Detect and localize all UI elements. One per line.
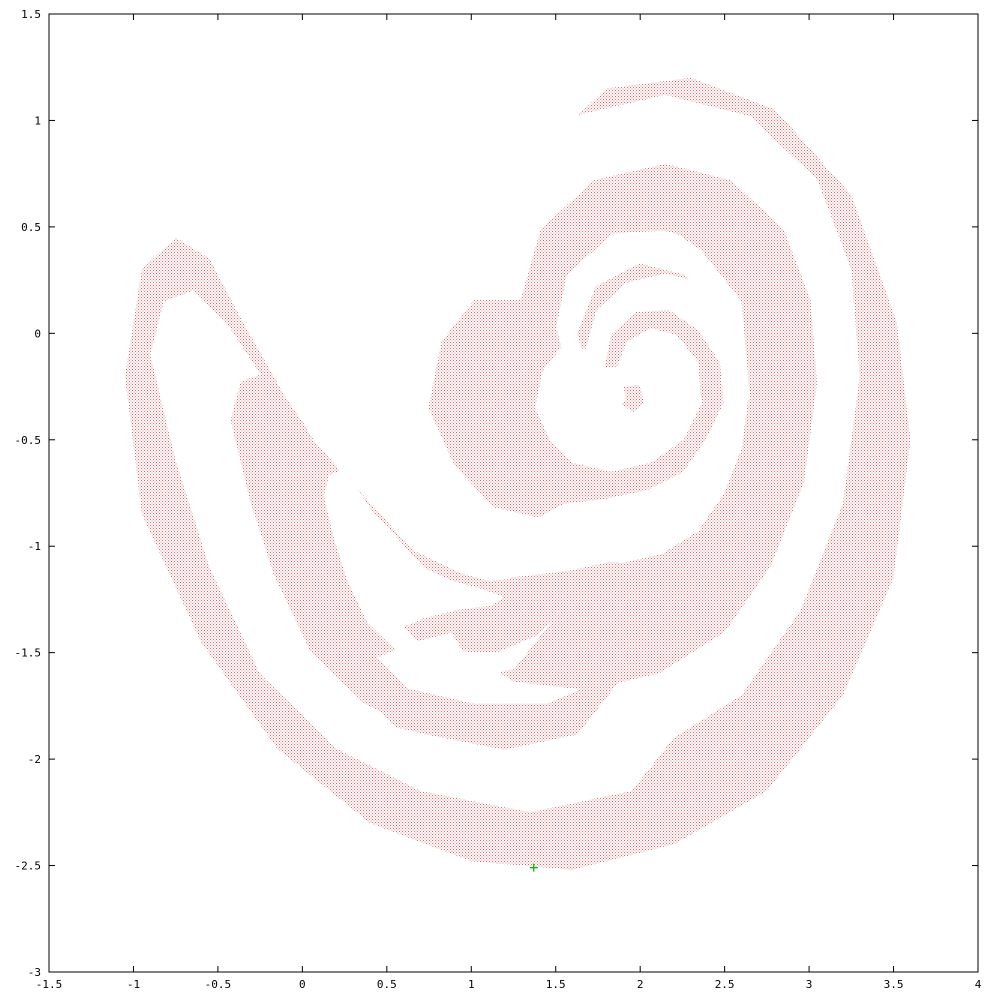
y-tick-label: -2.5	[15, 860, 42, 873]
y-tick-label: 1	[34, 114, 41, 127]
head-inner-band-gap	[535, 273, 749, 564]
y-tick-label: 0.5	[21, 221, 41, 234]
x-tick-label: 2.5	[715, 978, 735, 991]
x-tick-label: 1	[468, 978, 475, 991]
y-tick-label: 1.5	[21, 8, 41, 21]
lobe-inner-band-gap	[323, 470, 562, 678]
y-tick-label: -0.5	[15, 434, 42, 447]
y-axis: 1.5 1 0.5 0 -0.5 -1 -1.5 -2 -2.5 -3	[15, 8, 978, 979]
x-tick-label: 0.5	[377, 978, 397, 991]
x-tick-label: 1.5	[546, 978, 566, 991]
x-tick-label: 4	[975, 978, 982, 991]
y-tick-label: -1.5	[15, 647, 42, 660]
x-tick-label: 3	[806, 978, 813, 991]
x-tick-label: -1	[127, 978, 140, 991]
x-tick-label: 0	[299, 978, 306, 991]
y-tick-label: -2	[28, 753, 41, 766]
data-point-marker	[529, 863, 538, 872]
y-tick-label: -3	[28, 966, 41, 979]
y-tick-label: 0	[34, 327, 41, 340]
x-tick-label: 3.5	[884, 978, 904, 991]
x-tick-label: -1.5	[36, 978, 63, 991]
lobe-inner-band	[230, 374, 663, 750]
x-tick-label: 2	[637, 978, 644, 991]
y-tick-label: -1	[28, 540, 41, 553]
plot-marks	[125, 77, 911, 872]
x-tick-label: -0.5	[205, 978, 232, 991]
x-axis: -1.5 -1 -0.5 0 0.5 1 1.5 2 2.5 3 3.5 4	[36, 14, 982, 991]
point-region-left-lobe	[150, 290, 751, 813]
plot-frame	[48, 13, 979, 973]
